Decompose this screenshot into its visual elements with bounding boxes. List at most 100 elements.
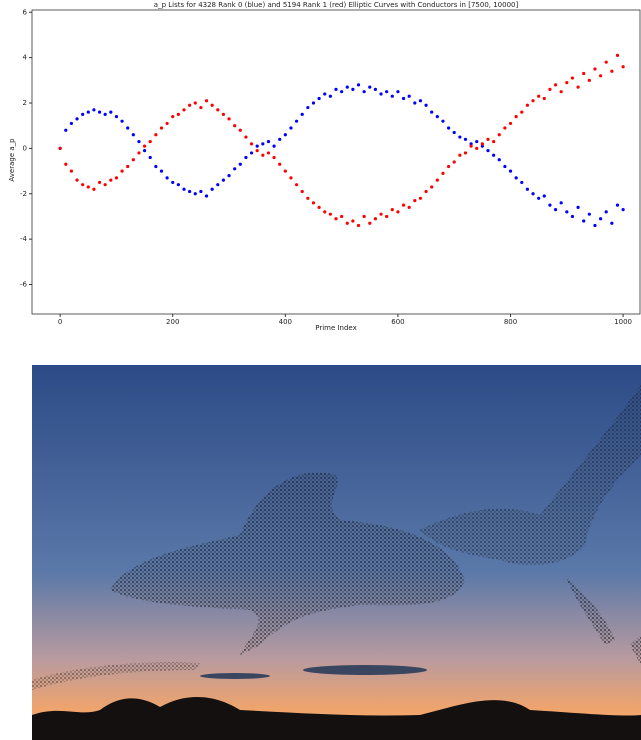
point [509,122,512,125]
point [295,120,298,123]
point [177,183,180,186]
point [216,108,219,111]
point [87,110,90,113]
x-tick-label: 400 [279,318,292,326]
point [59,147,62,150]
point [385,215,388,218]
point [363,215,366,218]
point [64,129,67,132]
point [464,151,467,154]
point [318,206,321,209]
point [115,115,118,118]
point [503,165,506,168]
point [171,115,174,118]
point [622,65,625,68]
point [126,165,129,168]
point [391,208,394,211]
point [379,92,382,95]
point [408,95,411,98]
point [301,190,304,193]
point [233,167,236,170]
point [137,140,140,143]
point [458,135,461,138]
point [205,99,208,102]
point [239,163,242,166]
y-tick-label: -6 [20,281,28,289]
point [64,163,67,166]
point [149,156,152,159]
point [531,99,534,102]
point [622,208,625,211]
point [306,197,309,200]
y-tick-label: 6 [23,8,28,16]
point [211,104,214,107]
point [323,92,326,95]
point [306,106,309,109]
x-tick-label: 0 [58,318,62,326]
point [149,140,152,143]
point [453,160,456,163]
point [182,188,185,191]
cloud [200,673,270,679]
x-axis-label: Prime Index [315,324,357,332]
point [610,70,613,73]
point [194,101,197,104]
point [470,145,473,148]
point [143,149,146,152]
point [447,165,450,168]
point [554,83,557,86]
point [391,95,394,98]
point [295,183,298,186]
point [441,172,444,175]
point [143,145,146,148]
point [419,197,422,200]
point [441,120,444,123]
point [244,156,247,159]
point [194,192,197,195]
point [554,208,557,211]
point [582,72,585,75]
point [256,149,259,152]
point [205,194,208,197]
point [239,129,242,132]
x-tick-label: 600 [391,318,404,326]
point [396,210,399,213]
point [256,145,259,148]
point [498,133,501,136]
chart-title: a_p Lists for 4328 Rank 0 (blue) and 519… [154,1,519,9]
point [475,140,478,143]
point [70,169,73,172]
point [87,185,90,188]
point [447,126,450,129]
point [301,113,304,116]
point [486,138,489,141]
point [132,158,135,161]
point [475,147,478,150]
point [486,149,489,152]
point [492,154,495,157]
point [430,110,433,113]
point [374,217,377,220]
point [104,113,107,116]
point [160,126,163,129]
point [137,151,140,154]
point [548,204,551,207]
point [154,133,157,136]
chart: a_p Lists for 4328 Rank 0 (blue) and 519… [0,0,641,345]
point [424,104,427,107]
point [182,108,185,111]
point [588,79,591,82]
point [75,117,78,120]
point [351,219,354,222]
point [616,204,619,207]
point [340,215,343,218]
point [284,133,287,136]
point [188,104,191,107]
point [492,140,495,143]
point [261,142,264,145]
point [75,179,78,182]
point [109,179,112,182]
point [81,183,84,186]
point [227,174,230,177]
point [334,217,337,220]
